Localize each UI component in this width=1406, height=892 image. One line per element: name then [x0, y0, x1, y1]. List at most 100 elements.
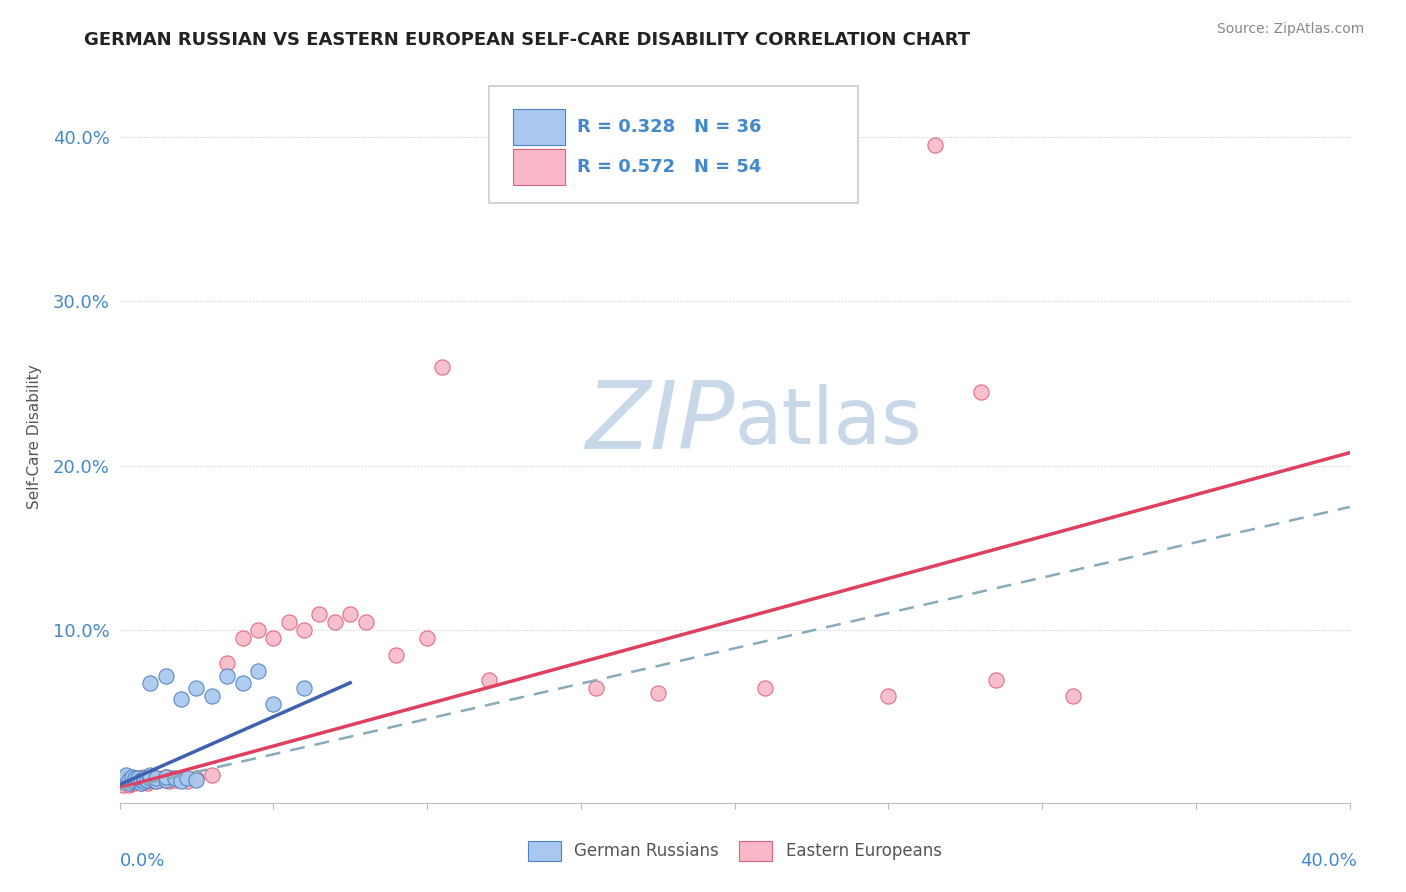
Point	[277, 615, 299, 629]
Point	[148, 772, 170, 787]
Point	[308, 607, 330, 621]
FancyBboxPatch shape	[513, 149, 565, 185]
Point	[114, 771, 136, 785]
Point	[114, 768, 136, 782]
Point	[132, 774, 156, 789]
Point	[124, 772, 146, 787]
Point	[118, 776, 141, 790]
Point	[124, 776, 146, 790]
Point	[121, 776, 143, 790]
Point	[111, 774, 134, 789]
Point	[163, 771, 186, 785]
Point	[132, 771, 156, 785]
Point	[139, 774, 162, 789]
Text: R = 0.328   N = 36: R = 0.328 N = 36	[578, 118, 762, 136]
Point	[231, 675, 254, 690]
Point	[155, 772, 177, 787]
Point	[139, 771, 162, 785]
Point	[111, 778, 134, 792]
Point	[1062, 689, 1084, 703]
Text: R = 0.572   N = 54: R = 0.572 N = 54	[578, 158, 762, 176]
Point	[385, 648, 408, 662]
Point	[246, 624, 269, 638]
Point	[477, 673, 501, 687]
Text: 40.0%: 40.0%	[1301, 852, 1357, 870]
Point	[170, 692, 193, 706]
Point	[354, 615, 377, 629]
Text: ZIP: ZIP	[585, 377, 734, 468]
Point	[127, 771, 149, 785]
Point	[118, 772, 141, 787]
Point	[145, 774, 167, 789]
Point	[129, 772, 152, 787]
Point	[152, 771, 174, 785]
Point	[292, 681, 315, 695]
Point	[129, 776, 152, 790]
Point	[142, 772, 165, 787]
Point	[145, 771, 167, 785]
Point	[145, 771, 167, 785]
Point	[186, 771, 208, 785]
FancyBboxPatch shape	[513, 109, 565, 145]
Text: atlas: atlas	[734, 384, 922, 460]
Point	[124, 771, 146, 785]
Point	[924, 138, 946, 153]
Point	[160, 771, 183, 785]
Point	[124, 772, 146, 787]
Point	[970, 384, 993, 399]
Point	[136, 776, 159, 790]
Point	[132, 770, 156, 784]
Point	[754, 681, 776, 695]
Point	[155, 772, 177, 787]
Point	[118, 778, 141, 792]
Point	[246, 665, 269, 679]
Point	[127, 771, 149, 785]
Point	[176, 774, 198, 789]
Point	[323, 615, 346, 629]
Point	[136, 772, 159, 787]
Point	[127, 774, 149, 789]
Legend: German Russians, Eastern Europeans: German Russians, Eastern Europeans	[522, 834, 948, 868]
Point	[121, 770, 143, 784]
Point	[155, 770, 177, 784]
Point	[139, 768, 162, 782]
Point	[121, 771, 143, 785]
Point	[127, 774, 149, 789]
Point	[155, 669, 177, 683]
Text: GERMAN RUSSIAN VS EASTERN EUROPEAN SELF-CARE DISABILITY CORRELATION CHART: GERMAN RUSSIAN VS EASTERN EUROPEAN SELF-…	[84, 31, 970, 49]
Point	[292, 624, 315, 638]
Point	[170, 771, 193, 785]
Point	[217, 669, 239, 683]
Point	[262, 697, 284, 711]
Point	[145, 774, 167, 789]
Point	[170, 774, 193, 789]
Point	[201, 689, 224, 703]
Point	[647, 686, 669, 700]
Point	[163, 772, 186, 787]
Point	[339, 607, 361, 621]
Point	[114, 771, 136, 785]
Point	[129, 776, 152, 790]
Text: 0.0%: 0.0%	[120, 852, 165, 870]
FancyBboxPatch shape	[489, 86, 858, 203]
Point	[114, 774, 136, 789]
Point	[118, 772, 141, 787]
Point	[155, 770, 177, 784]
Point	[231, 632, 254, 646]
Point	[217, 656, 239, 670]
Point	[432, 360, 454, 375]
Point	[201, 768, 224, 782]
Point	[984, 673, 1007, 687]
Point	[262, 632, 284, 646]
Point	[176, 771, 198, 785]
Point	[877, 689, 900, 703]
Text: Source: ZipAtlas.com: Source: ZipAtlas.com	[1216, 22, 1364, 37]
Y-axis label: Self-Care Disability: Self-Care Disability	[27, 365, 42, 509]
Point	[121, 774, 143, 789]
Point	[157, 774, 180, 789]
Point	[139, 771, 162, 785]
Point	[186, 681, 208, 695]
Point	[129, 772, 152, 787]
Point	[416, 632, 439, 646]
Point	[132, 774, 156, 789]
